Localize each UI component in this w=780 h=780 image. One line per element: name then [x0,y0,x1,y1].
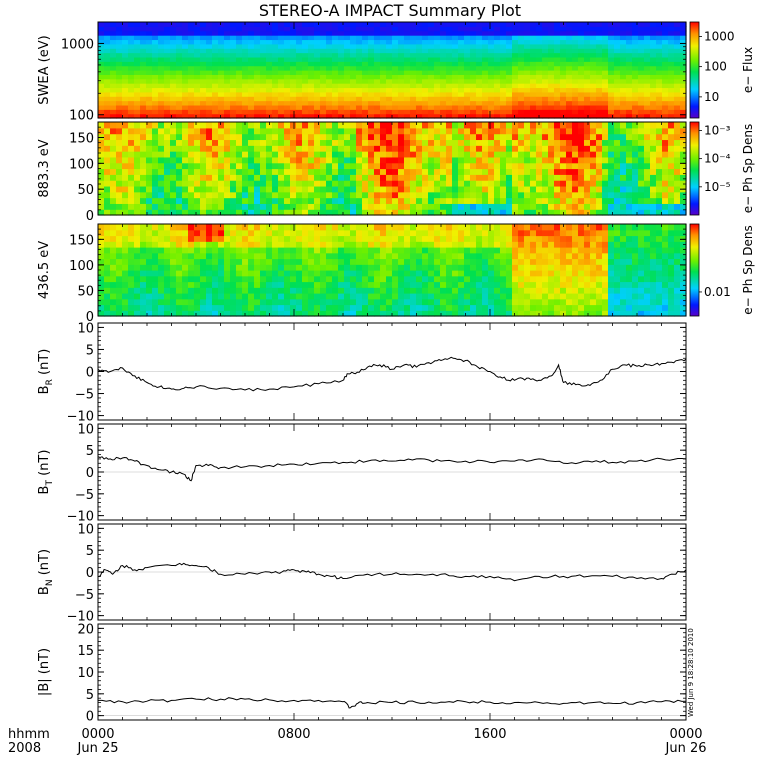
line-series-btot [98,697,687,709]
y-tick-label: −5 [75,388,94,403]
panel-pad_436: 0.01 e− Ph Sp Dens 0 50 100 150 436.5 eV [37,223,755,325]
y-axis-label: 436.5 eV [37,241,52,299]
y-tick-label: 100 [69,259,94,274]
y-axis-label: BT (nT) [37,450,55,495]
y-tick-label: 5 [86,343,94,358]
y-axis-label: |B| (nT) [37,648,52,696]
colorbar-tick-label: 100 [704,60,727,74]
y-tick-label: 0 [86,310,94,325]
x-tick-date-label: Jun 26 [665,741,707,756]
line-series-bt [97,456,687,482]
y-axis-label: 883.3 eV [37,139,52,197]
x-tick-label: 0800 [277,727,310,742]
colorbar-pad_436 [689,223,700,317]
colorbar-tick-label: 10⁻⁴ [704,152,731,166]
y-tick-label: 0 [86,366,94,381]
colorbar-tick-label: 1000 [704,29,735,43]
plot-title: STEREO-A IMPACT Summary Plot [259,1,521,20]
y-tick-label: 10 [77,522,94,537]
panel-frame [97,623,687,721]
y-tick-label: 0 [86,466,94,481]
colorbar-tick-label: 0.01 [704,285,731,299]
time-label-hhmm: hhmm [8,727,50,742]
colorbar-swea [689,21,700,119]
y-tick-label: 0 [86,209,94,224]
time-label-year: 2008 [8,741,41,756]
y-tick-label: 150 [69,132,94,147]
colorbar-label: e− Flux [741,47,755,93]
y-tick-label: 50 [77,284,94,299]
y-tick-label: 5 [86,688,94,703]
panel-swea: 10 100 1000 e− Flux 100 1000 SWEA (eV) [37,21,755,124]
y-tick-label: 150 [69,233,94,248]
timestamp-stamp: Wed Jun 9 18:28:10 2010 [687,628,695,717]
panel-br: −10 −5 0 5 10 BR (nT) [37,321,687,425]
y-axis-label: BN (nT) [37,549,55,595]
y-tick-label: −10 [67,510,94,525]
y-tick-label: −5 [75,488,94,503]
x-tick-label: 1600 [473,727,506,742]
panel-bn: −10 −5 0 5 10 BN (nT) [37,522,687,625]
x-tick-date-label: Jun 25 [77,741,119,756]
spectrogram-swea [98,22,687,119]
y-tick-label: 10 [77,666,94,681]
y-axis-label: BR (nT) [37,349,55,395]
colorbar-label: e− Ph Sp Dens [741,124,755,213]
y-tick-label: −5 [75,588,94,603]
spectrogram-pad_436 [98,224,687,317]
colorbar-tick-label: 10 [704,90,719,104]
y-tick-label: 100 [69,109,94,124]
y-tick-label: 1000 [61,37,94,52]
y-tick-label: −10 [67,410,94,425]
line-series-br [97,356,687,392]
colorbar-pad_883 [689,121,700,216]
y-tick-label: 100 [69,157,94,172]
line-series-bn [97,562,687,582]
y-tick-label: 10 [77,321,94,336]
colorbar-label: e− Ph Sp Dens [741,225,755,314]
y-axis-label: SWEA (eV) [37,35,52,104]
colorbar-tick-label: 10⁻³ [704,123,731,137]
panel-bt: −10 −5 0 5 10 BT (nT) [37,422,687,525]
panel-btot: 0 5 10 15 20 |B| (nT) [37,622,687,725]
y-tick-label: 15 [77,644,94,659]
x-tick-label: 0000 [81,727,114,742]
colorbar-tick-label: 10⁻⁵ [704,180,731,194]
spectrogram-pad_883 [98,122,687,216]
panel-pad_883: 10⁻⁵ 10⁻⁴ 10⁻³ e− Ph Sp Dens 0 50 100 150 883.3 … [37,121,755,224]
y-tick-label: −10 [67,610,94,625]
y-tick-label: 5 [86,444,94,459]
y-tick-label: 20 [77,622,94,637]
y-tick-label: 0 [86,710,94,725]
y-tick-label: 5 [86,544,94,559]
x-tick-label: 0000 [669,727,702,742]
y-tick-label: 10 [77,422,94,437]
y-tick-label: 0 [86,566,94,581]
y-tick-label: 50 [77,183,94,198]
